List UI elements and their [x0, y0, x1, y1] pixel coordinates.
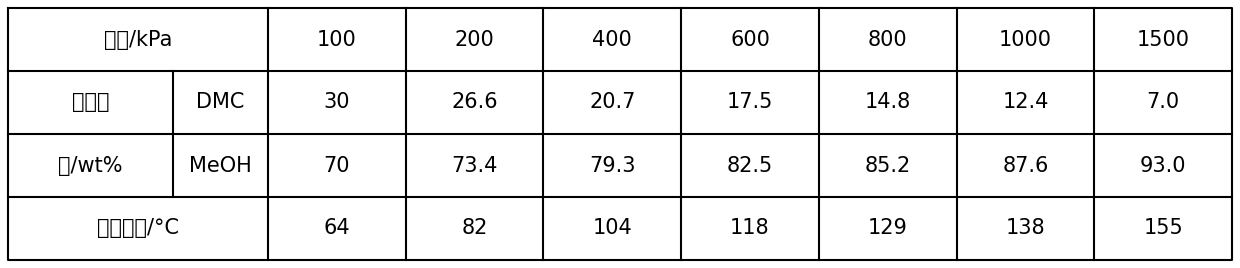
Text: 26.6: 26.6 — [451, 92, 498, 113]
Text: 7.0: 7.0 — [1147, 92, 1179, 113]
Text: 93.0: 93.0 — [1140, 155, 1187, 176]
Text: 100: 100 — [317, 29, 357, 50]
Text: 200: 200 — [455, 29, 495, 50]
Text: 30: 30 — [324, 92, 350, 113]
Text: 20.7: 20.7 — [589, 92, 635, 113]
Text: 1000: 1000 — [999, 29, 1052, 50]
Text: 成/wt%: 成/wt% — [58, 155, 123, 176]
Text: 共沸组: 共沸组 — [72, 92, 109, 113]
Text: MeOH: MeOH — [190, 155, 252, 176]
Text: 70: 70 — [324, 155, 350, 176]
Text: 12.4: 12.4 — [1002, 92, 1049, 113]
Text: 73.4: 73.4 — [451, 155, 497, 176]
Text: 82: 82 — [461, 218, 487, 239]
Text: 14.8: 14.8 — [864, 92, 911, 113]
Text: 1500: 1500 — [1137, 29, 1189, 50]
Text: 118: 118 — [730, 218, 770, 239]
Text: 155: 155 — [1143, 218, 1183, 239]
Text: 104: 104 — [593, 218, 632, 239]
Text: DMC: DMC — [196, 92, 244, 113]
Text: 600: 600 — [730, 29, 770, 50]
Text: 82.5: 82.5 — [727, 155, 773, 176]
Text: 17.5: 17.5 — [727, 92, 774, 113]
Text: 64: 64 — [324, 218, 350, 239]
Text: 87.6: 87.6 — [1002, 155, 1049, 176]
Text: 79.3: 79.3 — [589, 155, 636, 176]
Text: 800: 800 — [868, 29, 908, 50]
Text: 129: 129 — [868, 218, 908, 239]
Text: 压力/kPa: 压力/kPa — [104, 29, 172, 50]
Text: 共沸温度/°C: 共沸温度/°C — [97, 218, 179, 239]
Text: 400: 400 — [593, 29, 632, 50]
Text: 85.2: 85.2 — [864, 155, 911, 176]
Text: 138: 138 — [1006, 218, 1045, 239]
